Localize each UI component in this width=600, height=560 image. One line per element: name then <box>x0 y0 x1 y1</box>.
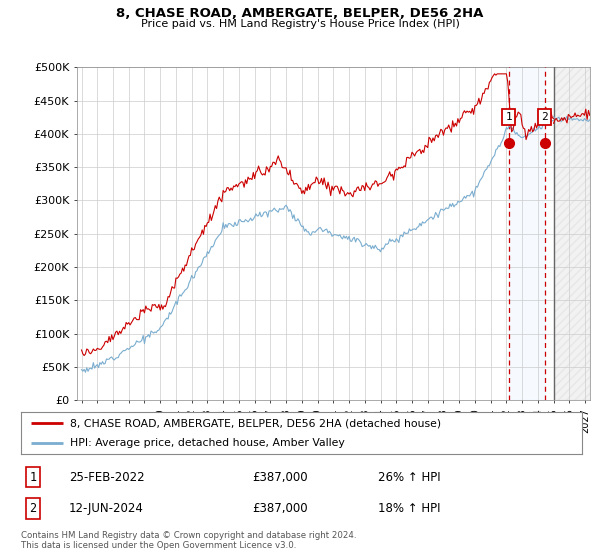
Text: 2: 2 <box>542 112 548 122</box>
Text: HPI: Average price, detached house, Amber Valley: HPI: Average price, detached house, Ambe… <box>70 438 345 447</box>
Text: 8, CHASE ROAD, AMBERGATE, BELPER, DE56 2HA (detached house): 8, CHASE ROAD, AMBERGATE, BELPER, DE56 2… <box>70 418 442 428</box>
Text: 26% ↑ HPI: 26% ↑ HPI <box>378 470 440 484</box>
Text: 1: 1 <box>505 112 512 122</box>
Text: 12-JUN-2024: 12-JUN-2024 <box>69 502 144 515</box>
Text: 25-FEB-2022: 25-FEB-2022 <box>69 470 145 484</box>
Text: £387,000: £387,000 <box>252 502 308 515</box>
Text: 2: 2 <box>29 502 37 515</box>
Bar <box>554 67 590 400</box>
Text: 1: 1 <box>29 470 37 484</box>
Bar <box>509 67 545 400</box>
Text: Contains HM Land Registry data © Crown copyright and database right 2024.
This d: Contains HM Land Registry data © Crown c… <box>21 531 356 550</box>
Text: 18% ↑ HPI: 18% ↑ HPI <box>378 502 440 515</box>
Text: £387,000: £387,000 <box>252 470 308 484</box>
Text: 8, CHASE ROAD, AMBERGATE, BELPER, DE56 2HA: 8, CHASE ROAD, AMBERGATE, BELPER, DE56 2… <box>116 7 484 20</box>
Text: Price paid vs. HM Land Registry's House Price Index (HPI): Price paid vs. HM Land Registry's House … <box>140 19 460 29</box>
